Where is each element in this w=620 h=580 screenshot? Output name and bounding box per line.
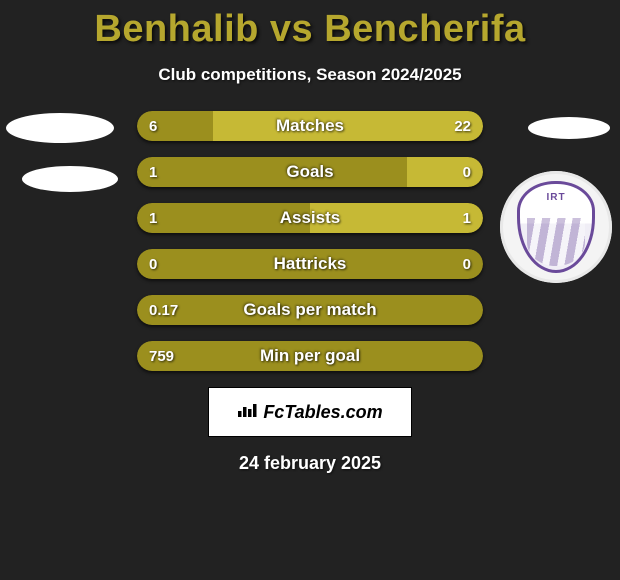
bar-segment-left: [137, 203, 310, 233]
source-logo-text: FcTables.com: [263, 402, 382, 423]
bar-segment-right: [213, 111, 483, 141]
comparison-area: IRT 622Matches 10Goals 11Assists 00Hattrick…: [0, 111, 620, 474]
stat-bar-goals: 10Goals: [137, 157, 483, 187]
stat-bar-hattricks: 00Hattricks: [137, 249, 483, 279]
bar-segment-right: [310, 203, 483, 233]
source-logo: FcTables.com: [208, 387, 412, 437]
player-right-silhouette: [528, 117, 610, 139]
page-title: Benhalib vs Bencherifa: [0, 0, 620, 51]
bar-segment-right: [407, 157, 483, 187]
chart-icon: [237, 402, 257, 423]
club-badge-stripes: [527, 218, 585, 265]
bar-segment-left: [137, 157, 407, 187]
stat-bar-assists: 11Assists: [137, 203, 483, 233]
bar-segment-left: [137, 111, 213, 141]
date-text: 24 february 2025: [0, 453, 620, 474]
player-left-silhouette-2: [22, 166, 118, 192]
club-badge-text: IRT: [520, 192, 592, 203]
subtitle: Club competitions, Season 2024/2025: [0, 65, 620, 85]
stat-bars: 622Matches 10Goals 11Assists 00Hattricks 0.1…: [137, 111, 483, 371]
stat-bar-matches: 622Matches: [137, 111, 483, 141]
player-left-silhouette-1: [6, 113, 114, 143]
stat-bar-goals-per-match: 0.17Goals per match: [137, 295, 483, 325]
club-badge: IRT: [500, 171, 612, 283]
stat-bar-min-per-goal: 759Min per goal: [137, 341, 483, 371]
